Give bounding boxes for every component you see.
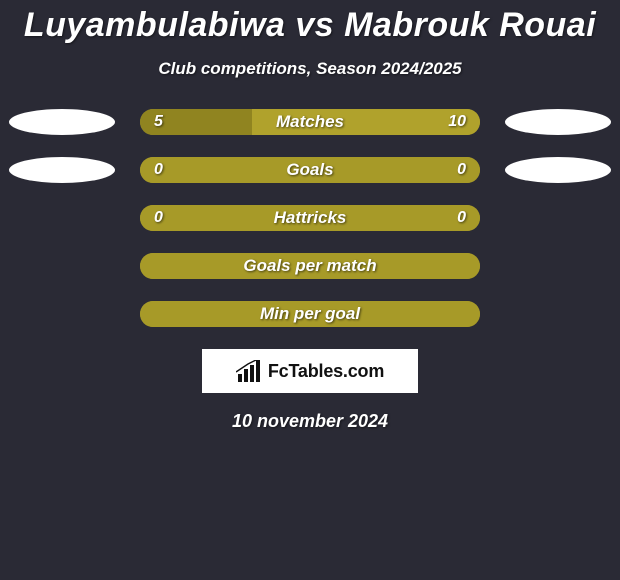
- stat-bar: 00Hattricks: [140, 205, 480, 231]
- player-left-oval: [9, 109, 115, 135]
- stat-bar: 00Goals: [140, 157, 480, 183]
- attribution-badge: FcTables.com: [202, 349, 418, 393]
- stat-bar: 510Matches: [140, 109, 480, 135]
- stat-label: Goals per match: [140, 253, 480, 279]
- stat-row: Min per goal: [0, 301, 620, 327]
- oval-spacer: [9, 205, 115, 231]
- oval-spacer: [505, 253, 611, 279]
- player-right-oval: [505, 109, 611, 135]
- attribution-text: FcTables.com: [268, 361, 384, 382]
- stat-rows: 510Matches 00Goals 00Hattricks Goals per ma…: [0, 109, 620, 327]
- stat-row: Goals per match: [0, 253, 620, 279]
- oval-spacer: [505, 205, 611, 231]
- stat-row: 00Goals: [0, 157, 620, 183]
- comparison-infographic: Luyambulabiwa vs Mabrouk Rouai Club comp…: [0, 0, 620, 580]
- stat-label: Hattricks: [140, 205, 480, 231]
- stat-row: 510Matches: [0, 109, 620, 135]
- oval-spacer: [9, 301, 115, 327]
- player-left-oval: [9, 157, 115, 183]
- oval-spacer: [505, 301, 611, 327]
- player-right-oval: [505, 157, 611, 183]
- stat-label: Matches: [140, 109, 480, 135]
- stat-label: Goals: [140, 157, 480, 183]
- stat-row: 00Hattricks: [0, 205, 620, 231]
- date-text: 10 november 2024: [0, 411, 620, 432]
- stat-bar: Goals per match: [140, 253, 480, 279]
- stat-bar: Min per goal: [140, 301, 480, 327]
- oval-spacer: [9, 253, 115, 279]
- page-subtitle: Club competitions, Season 2024/2025: [0, 59, 620, 79]
- stat-label: Min per goal: [140, 301, 480, 327]
- page-title: Luyambulabiwa vs Mabrouk Rouai: [0, 6, 620, 45]
- bar-chart-icon: [236, 360, 262, 382]
